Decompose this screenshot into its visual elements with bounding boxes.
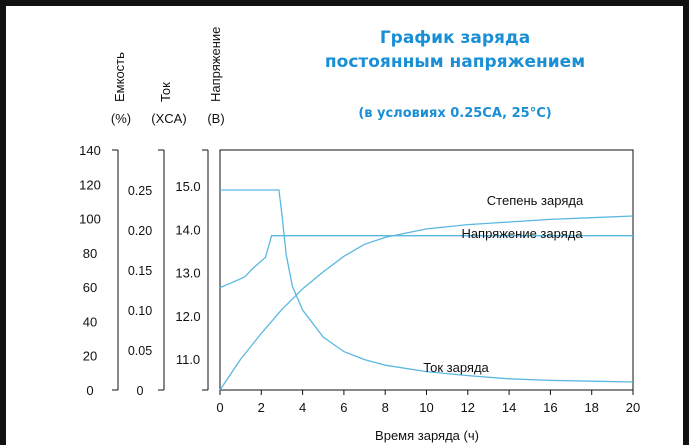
charge-voltage-label: Напряжение заряда — [461, 226, 583, 241]
capacity-tick-label: 100 — [79, 212, 101, 227]
curves — [219, 189, 634, 391]
current-axis-label: Ток — [158, 82, 173, 102]
capacity-tick-label: 0 — [86, 383, 93, 398]
plot-area — [219, 149, 634, 391]
current-tick-label: 0.15 — [128, 264, 152, 278]
voltage-axis-label: Напряжение — [208, 27, 223, 102]
chart-title-line-2: постоянным напряжением — [325, 52, 585, 72]
capacity-tick-label: 20 — [83, 349, 97, 364]
x-tick-label: 2 — [258, 400, 265, 415]
capacity-tick-label: 60 — [83, 280, 97, 295]
x-axis-title: Время заряда (ч) — [375, 428, 479, 443]
series-labels: Степень заряда Напряжение заряда Ток заряд… — [423, 193, 584, 375]
x-tick-label: 20 — [626, 400, 640, 415]
voltage-tick-label: 14.0 — [175, 222, 200, 237]
capacity-axis-unit: (%) — [111, 111, 131, 126]
current-tick-label: 0.05 — [128, 344, 152, 358]
x-tick-label: 0 — [216, 400, 223, 415]
axis-ticks: 1401201008060402000.250.200.150.100.0501… — [79, 143, 640, 415]
voltage-axis-unit: (В) — [207, 111, 224, 126]
x-tick-label: 8 — [382, 400, 389, 415]
charge-current-line — [220, 189, 634, 383]
capacity-tick-label: 140 — [79, 143, 101, 158]
current-tick-label: 0.20 — [128, 224, 152, 238]
capacity-tick-label: 80 — [83, 246, 97, 261]
charge-level-line — [219, 215, 634, 391]
current-tick-label: 0.10 — [128, 304, 152, 318]
capacity-tick-label: 120 — [79, 177, 101, 192]
x-tick-label: 6 — [340, 400, 347, 415]
x-tick-label: 14 — [502, 400, 516, 415]
charge-current-label: Ток заряда — [423, 360, 489, 375]
capacity-axis-label: Емкость — [112, 52, 127, 102]
current-tick-label: 0 — [137, 384, 144, 398]
current-tick-label: 0.25 — [128, 184, 152, 198]
charge-level-label: Степень заряда — [487, 193, 584, 208]
voltage-tick-label: 15.0 — [175, 179, 200, 194]
voltage-tick-label: 12.0 — [175, 309, 200, 324]
voltage-tick-label: 11.0 — [176, 352, 200, 367]
charge-voltage-line — [219, 235, 633, 289]
capacity-tick-label: 40 — [83, 314, 97, 329]
axis-lines — [112, 149, 209, 391]
x-tick-label: 10 — [419, 400, 433, 415]
current-axis-unit: (XCA) — [151, 111, 186, 126]
x-tick-label: 16 — [543, 400, 557, 415]
x-tick-label: 4 — [299, 400, 306, 415]
x-tick-label: 12 — [461, 400, 475, 415]
x-tick-label: 18 — [584, 400, 598, 415]
chart-title-line-1: График заряда — [380, 28, 530, 48]
chart-subtitle: (в условиях 0.25CA, 25°C) — [358, 106, 551, 121]
voltage-tick-label: 13.0 — [175, 266, 200, 281]
